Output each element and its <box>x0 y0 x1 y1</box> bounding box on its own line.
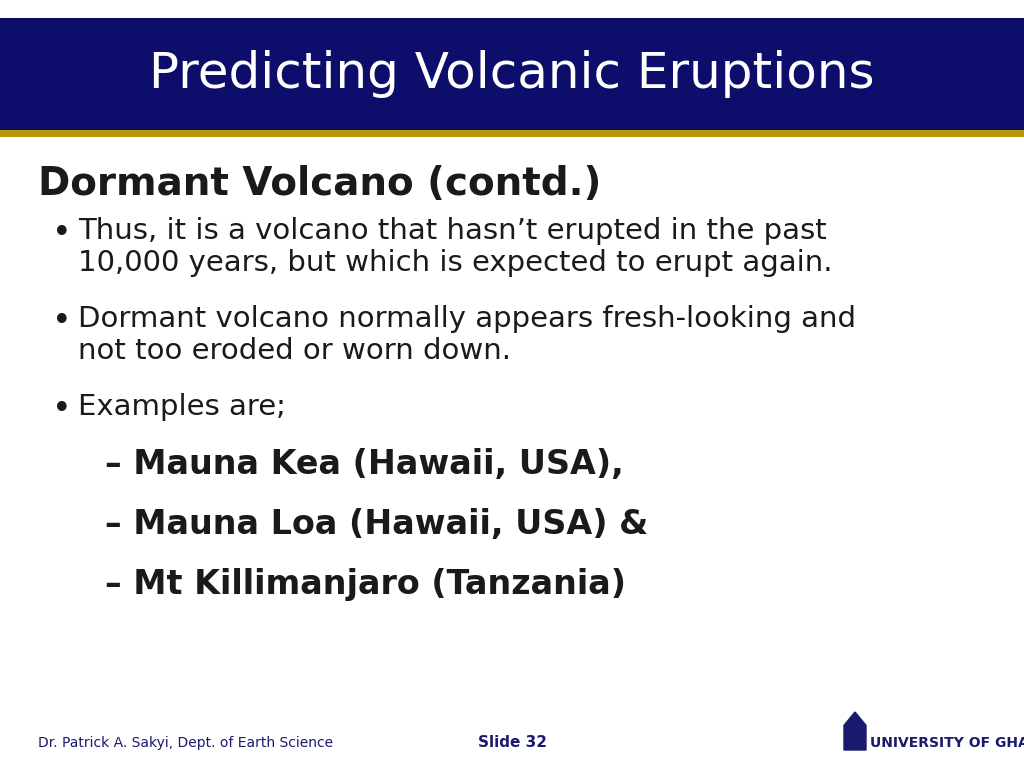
Bar <box>0 130 1024 137</box>
Bar <box>0 0 1024 130</box>
Text: Predicting Volcanic Eruptions: Predicting Volcanic Eruptions <box>150 50 874 98</box>
Text: Dr. Patrick A. Sakyi, Dept. of Earth Science: Dr. Patrick A. Sakyi, Dept. of Earth Sci… <box>38 736 333 750</box>
Bar <box>0 0 1024 18</box>
Text: •: • <box>52 217 72 250</box>
Text: Dormant volcano normally appears fresh-looking and: Dormant volcano normally appears fresh-l… <box>78 305 856 333</box>
Text: not too eroded or worn down.: not too eroded or worn down. <box>78 337 511 365</box>
Polygon shape <box>844 712 866 750</box>
Text: •: • <box>52 393 72 426</box>
Text: •: • <box>52 305 72 338</box>
Text: Slide 32: Slide 32 <box>477 735 547 750</box>
Text: Dormant Volcano (contd.): Dormant Volcano (contd.) <box>38 165 601 203</box>
Text: – Mauna Kea (Hawaii, USA),: – Mauna Kea (Hawaii, USA), <box>105 448 624 481</box>
Text: – Mt Killimanjaro (Tanzania): – Mt Killimanjaro (Tanzania) <box>105 568 626 601</box>
Text: Examples are;: Examples are; <box>78 393 286 421</box>
Text: – Mauna Loa (Hawaii, USA) &: – Mauna Loa (Hawaii, USA) & <box>105 508 648 541</box>
Text: UNIVERSITY OF GHANA: UNIVERSITY OF GHANA <box>870 736 1024 750</box>
Text: 10,000 years, but which is expected to erupt again.: 10,000 years, but which is expected to e… <box>78 249 833 277</box>
Text: Thus, it is a volcano that hasn’t erupted in the past: Thus, it is a volcano that hasn’t erupte… <box>78 217 826 245</box>
